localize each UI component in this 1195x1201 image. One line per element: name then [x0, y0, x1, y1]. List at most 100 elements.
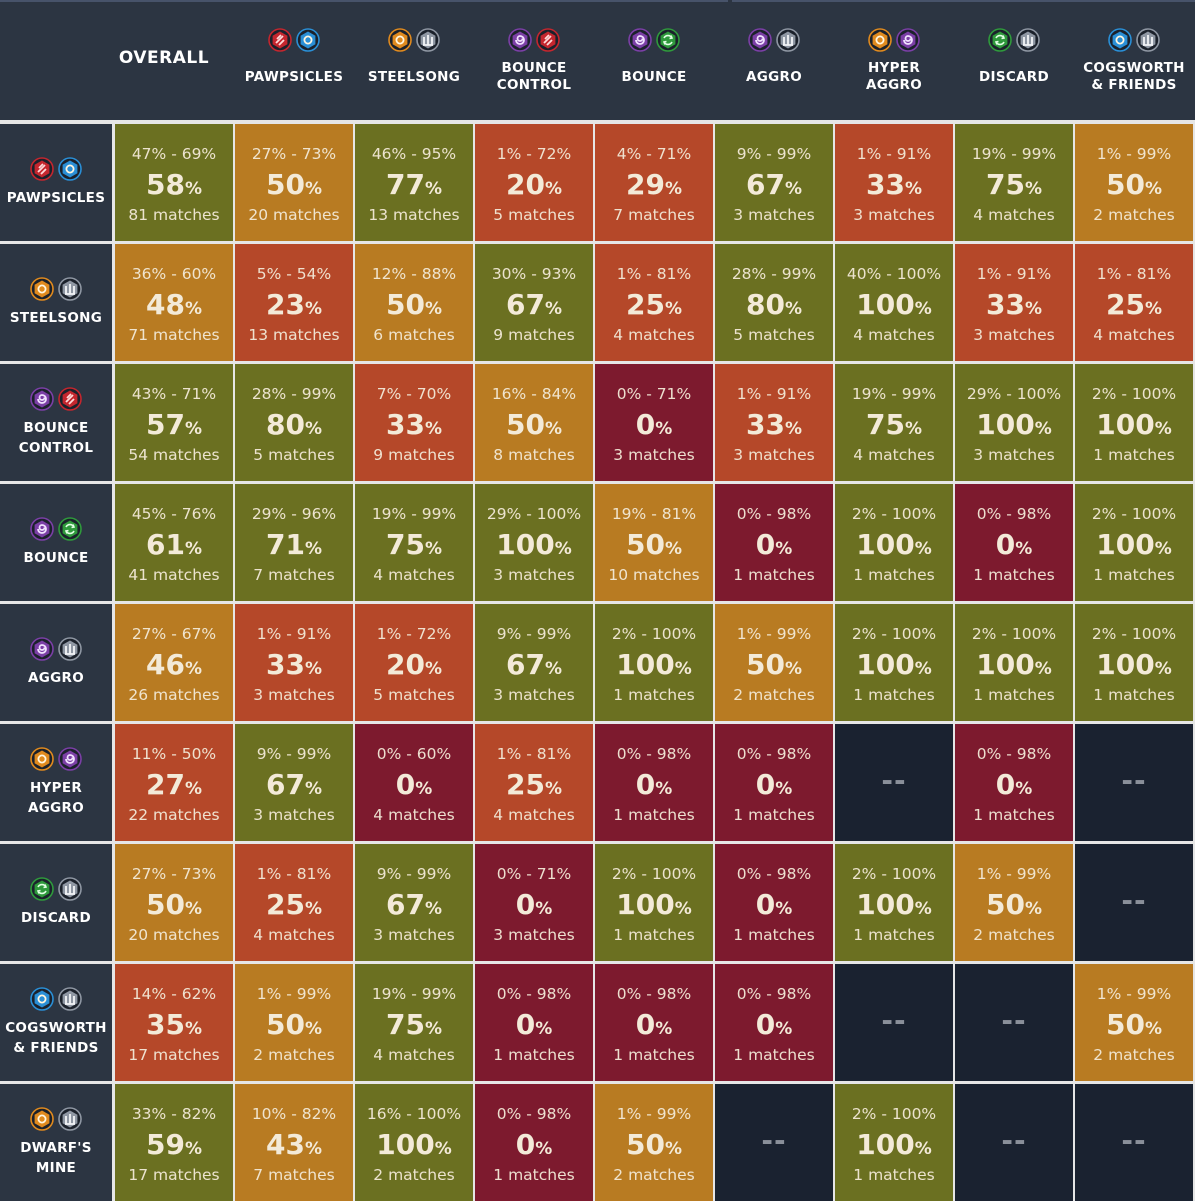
confidence-range: 27% - 67%	[131, 625, 217, 643]
column-header-label: BOUNCE	[595, 58, 713, 96]
heatmap-cell: 0% - 98% 0% 1 matches	[475, 1084, 593, 1201]
no-data-label: --	[881, 1004, 907, 1037]
heatmap-cell: 0% - 98% 0% 1 matches	[595, 964, 713, 1081]
percent-sign: %	[1144, 1019, 1162, 1039]
win-rate: 0%	[755, 1008, 793, 1041]
confidence-range: 16% - 84%	[491, 385, 577, 403]
confidence-range: 9% - 99%	[256, 745, 332, 763]
silver-tower-icon	[58, 277, 82, 301]
percent-sign: %	[304, 779, 322, 799]
match-count: 1 matches	[493, 1046, 575, 1064]
win-rate: 0%	[755, 888, 793, 921]
confidence-range: 11% - 50%	[131, 745, 217, 763]
heatmap-cell: 19% - 99% 75% 4 matches	[355, 964, 473, 1081]
blue-gear-icon	[1108, 28, 1132, 52]
match-count: 2 matches	[253, 1046, 335, 1064]
confidence-range: 16% - 100%	[366, 1105, 462, 1123]
percent-sign: %	[914, 539, 932, 559]
heatmap-cell: 2% - 100% 100% 1 matches	[835, 1084, 953, 1201]
match-count: 71 matches	[128, 326, 220, 344]
win-rate: 67%	[505, 648, 562, 681]
win-rate: 50%	[985, 888, 1042, 921]
win-rate: 77%	[385, 168, 442, 201]
confidence-range: 0% - 98%	[736, 745, 812, 763]
heatmap-cell: 27% - 67% 46% 26 matches	[115, 604, 233, 721]
match-count: 3 matches	[613, 446, 695, 464]
match-count: 6 matches	[373, 326, 455, 344]
column-header-icons	[475, 28, 593, 58]
win-rate: 25%	[265, 888, 322, 921]
heatmap-cell: 4% - 71% 29% 7 matches	[595, 124, 713, 241]
win-rate: 50%	[385, 288, 442, 321]
row-header-label: DISCARD	[20, 910, 91, 926]
heatmap-cell: 45% - 76% 61% 41 matches	[115, 484, 233, 601]
percent-sign: %	[1024, 179, 1042, 199]
orange-gear-icon	[30, 747, 54, 771]
win-rate: 27%	[145, 768, 202, 801]
confidence-range: 27% - 73%	[131, 865, 217, 883]
column-header-text: BOUNCE CONTROL	[496, 60, 572, 93]
red-hex-icon	[30, 157, 54, 181]
heatmap-cell: --	[1075, 844, 1193, 961]
win-rate: 0%	[635, 1008, 673, 1041]
percent-sign: %	[1024, 899, 1042, 919]
percent-sign: %	[784, 179, 802, 199]
confidence-range: 14% - 62%	[131, 985, 217, 1003]
confidence-range: 1% - 91%	[736, 385, 812, 403]
percent-sign: %	[914, 299, 932, 319]
green-cycle-icon	[656, 28, 680, 52]
percent-sign: %	[664, 179, 682, 199]
match-count: 7 matches	[253, 1166, 335, 1184]
row-header-icons	[30, 157, 82, 181]
percent-sign: %	[784, 659, 802, 679]
confidence-range: 19% - 99%	[971, 145, 1057, 163]
percent-sign: %	[664, 539, 682, 559]
heatmap-cell: 2% - 100% 100% 1 matches	[1075, 604, 1193, 721]
heatmap-cell: 9% - 99% 67% 3 matches	[235, 724, 353, 841]
percent-sign: %	[304, 419, 322, 439]
match-count: 41 matches	[128, 566, 220, 584]
confidence-range: 19% - 99%	[371, 505, 457, 523]
purple-swirl-icon	[508, 28, 532, 52]
column-header-icons	[235, 28, 353, 58]
row-header-icons	[30, 517, 82, 541]
column-header-text: AGGRO	[746, 68, 802, 85]
win-rate: 33%	[265, 648, 322, 681]
match-count: 3 matches	[973, 446, 1055, 464]
win-rate: 100%	[856, 888, 932, 921]
percent-sign: %	[304, 299, 322, 319]
confidence-range: 9% - 99%	[736, 145, 812, 163]
match-count: 4 matches	[373, 1046, 455, 1064]
win-rate: 75%	[985, 168, 1042, 201]
no-data-label: --	[761, 1124, 787, 1157]
win-rate: 0%	[635, 768, 673, 801]
confidence-range: 1% - 99%	[976, 865, 1052, 883]
confidence-range: 0% - 98%	[496, 1105, 572, 1123]
confidence-range: 9% - 99%	[496, 625, 572, 643]
heatmap-cell: 28% - 99% 80% 5 matches	[235, 364, 353, 481]
confidence-range: 2% - 100%	[1091, 505, 1177, 523]
row-header-steelsong: STEELSONG	[0, 244, 112, 361]
confidence-range: 28% - 99%	[251, 385, 337, 403]
win-rate: 100%	[1096, 648, 1172, 681]
match-count: 2 matches	[373, 1166, 455, 1184]
confidence-range: 1% - 91%	[856, 145, 932, 163]
percent-sign: %	[304, 179, 322, 199]
heatmap-cell: 1% - 81% 25% 4 matches	[1075, 244, 1193, 361]
confidence-range: 1% - 91%	[976, 265, 1052, 283]
win-rate: 46%	[145, 648, 202, 681]
match-count: 7 matches	[253, 566, 335, 584]
percent-sign: %	[904, 179, 922, 199]
percent-sign: %	[544, 659, 562, 679]
win-rate: 33%	[385, 408, 442, 441]
percent-sign: %	[424, 299, 442, 319]
column-header-icons	[715, 28, 833, 58]
row-header-hyper-aggro: HYPER AGGRO	[0, 724, 112, 841]
heatmap-cell: 46% - 95% 77% 13 matches	[355, 124, 473, 241]
percent-sign: %	[1015, 779, 1033, 799]
heatmap-cell: --	[1075, 724, 1193, 841]
match-count: 54 matches	[128, 446, 220, 464]
win-rate: 80%	[265, 408, 322, 441]
match-count: 10 matches	[608, 566, 700, 584]
percent-sign: %	[775, 779, 793, 799]
